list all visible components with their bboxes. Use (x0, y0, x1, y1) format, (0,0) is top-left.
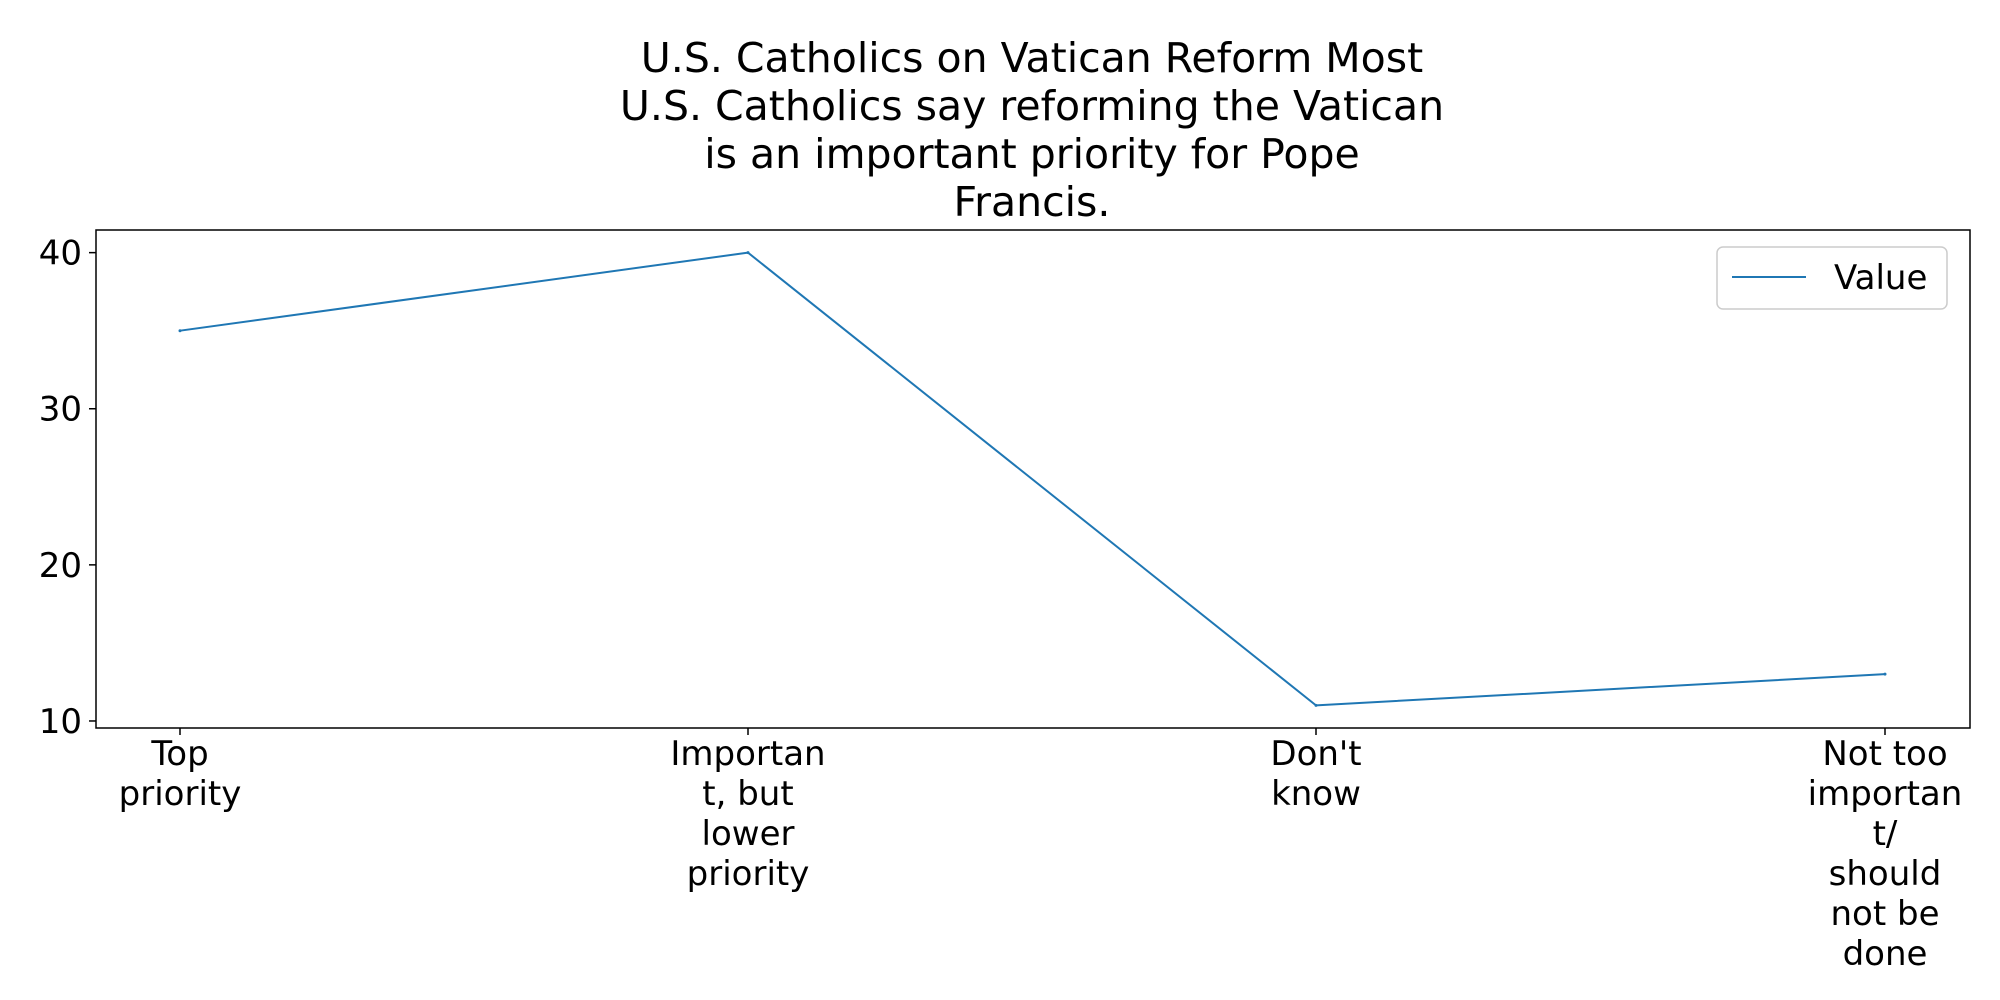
y-tick-label: 10 (39, 702, 82, 742)
data-point (746, 251, 750, 255)
x-tick-label: lower (702, 814, 795, 854)
y-tick-label: 40 (39, 234, 82, 274)
legend-box (1716, 246, 1948, 310)
x-tick-label: done (1843, 934, 1928, 974)
legend: Value (1716, 246, 1948, 310)
x-tick-label: t/ (1873, 814, 1898, 854)
data-point (178, 329, 182, 333)
x-tick-label: should (1829, 854, 1942, 894)
legend-label-value: Value (1834, 258, 1927, 298)
chart-title-line-2: U.S. Catholics say reforming the Vatican (620, 82, 1444, 130)
series-group (178, 251, 1887, 707)
x-tick-label: Top (150, 734, 208, 774)
series-line-value (179, 251, 1886, 707)
plot-area (95, 229, 1971, 729)
data-point (1883, 672, 1887, 676)
x-tick-label: know (1271, 774, 1361, 814)
x-tick-label: t, but (702, 774, 793, 814)
x-tick-label: Importan (670, 734, 825, 774)
y-axis: 10 20 30 40 (39, 234, 96, 742)
y-tick-label: 30 (39, 390, 82, 430)
x-tick-label: priority (687, 854, 810, 894)
y-tick-label: 20 (39, 546, 82, 586)
chart-title-line-4: Francis. (954, 178, 1111, 226)
data-point (1314, 703, 1318, 707)
x-tick-label: priority (119, 774, 242, 814)
x-tick-label: Don't (1270, 734, 1361, 774)
chart-title-line-3: is an important priority for Pope (704, 130, 1360, 178)
chart-title: U.S. Catholics on Vatican Reform MostU.S… (620, 34, 1444, 226)
chart-title-line-1: U.S. Catholics on Vatican Reform Most (641, 34, 1423, 82)
x-tick-label: importan (1808, 774, 1963, 814)
x-tick-label: Not too (1822, 734, 1947, 774)
x-tick-label: not be (1831, 894, 1940, 934)
